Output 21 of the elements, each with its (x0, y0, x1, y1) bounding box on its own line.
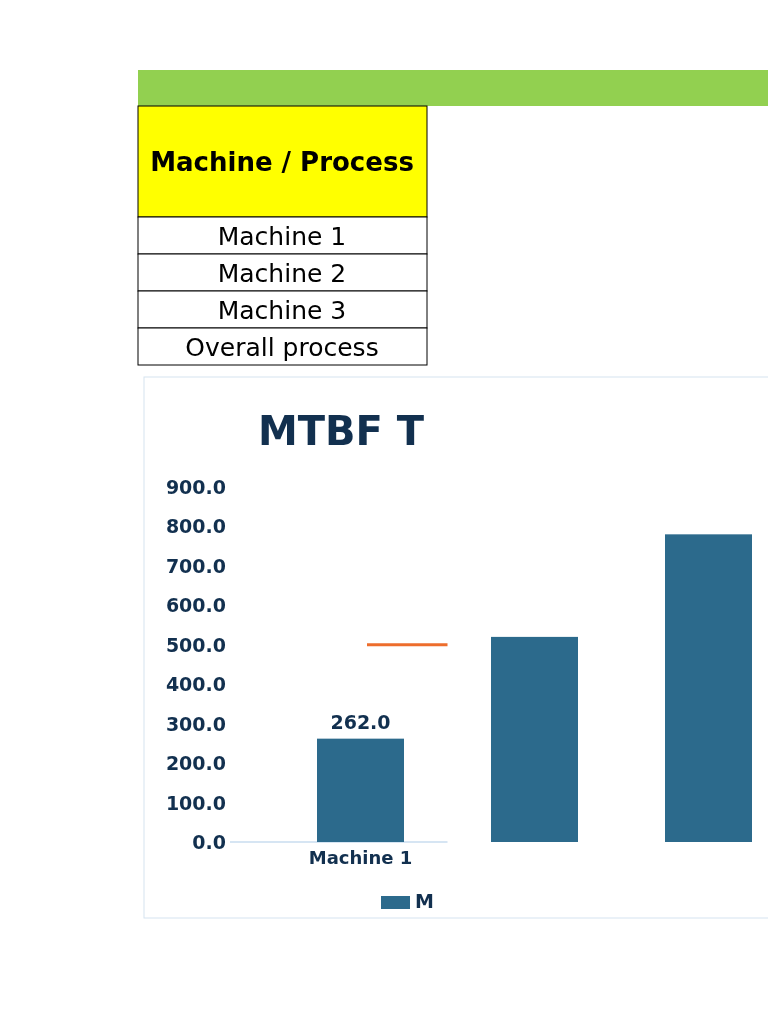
chart-title: MTBF T (258, 408, 425, 454)
legend-label: M (415, 890, 434, 912)
y-tick-label: 300.0 (165, 712, 226, 735)
y-tick-label: 400.0 (165, 673, 226, 696)
y-tick-label: 200.0 (165, 752, 226, 775)
bar (317, 738, 404, 842)
data-label: 262.0 (330, 710, 391, 733)
bar (491, 636, 578, 842)
y-tick-label: 600.0 (165, 594, 226, 617)
bar (665, 534, 752, 842)
y-tick-label: 800.0 (165, 515, 226, 538)
y-tick-label: 900.0 (165, 476, 226, 498)
text: Machine 2 (217, 258, 347, 288)
y-tick-label: 100.0 (165, 791, 226, 814)
y-tick-label: 500.0 (165, 633, 226, 656)
text: Machine 1 (217, 221, 347, 251)
y-tick-label: 700.0 (165, 554, 226, 577)
text: Machine 3 (217, 295, 347, 325)
text: Overall process (185, 332, 379, 362)
text: Machine / Process (150, 146, 414, 177)
y-tick-label: 0.0 (192, 831, 226, 853)
